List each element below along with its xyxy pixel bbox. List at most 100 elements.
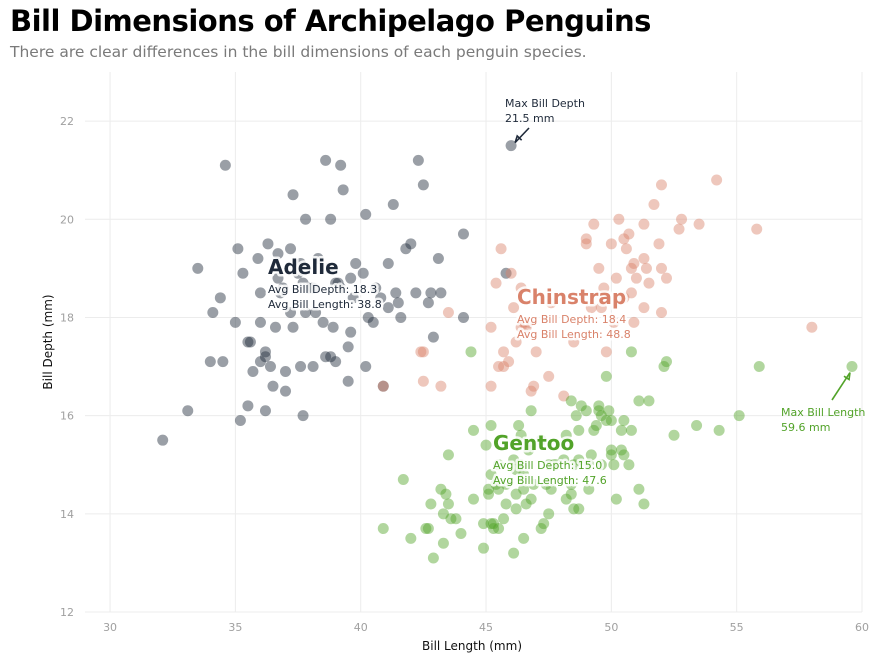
point-chinstrap [711,174,723,186]
point-chinstrap [417,346,429,358]
point-adelie [325,213,337,225]
points-layer [157,140,858,564]
x-axis-label: Bill Length (mm) [422,639,522,653]
x-tick-label: 35 [228,621,242,634]
point-gentoo [560,493,572,505]
x-tick-label: 55 [730,621,744,634]
point-adelie [345,272,357,284]
svg-text:Avg Bill Length: 47.6: Avg Bill Length: 47.6 [493,474,607,487]
annotation-line-2: 59.6 mm [781,421,830,434]
point-adelie [360,208,372,220]
point-adelie [392,297,404,309]
point-gentoo [525,405,537,417]
point-adelie [277,282,289,294]
svg-text:Gentoo: Gentoo [493,431,574,455]
point-chinstrap [595,302,607,314]
point-gentoo [437,537,449,549]
point-chinstrap [640,262,652,274]
point-gentoo [545,483,557,495]
svg-text:Avg Bill Length: 38.8: Avg Bill Length: 38.8 [268,298,382,311]
point-adelie [242,400,254,412]
point-gentoo [488,518,500,530]
point-gentoo [480,439,492,451]
point-adelie [297,410,309,422]
point-gentoo [405,532,417,544]
point-chinstrap [653,238,665,250]
point-gentoo [485,419,497,431]
point-adelie [259,346,271,358]
point-chinstrap [490,277,502,289]
point-gentoo [485,469,497,481]
point-gentoo [485,518,497,530]
point-chinstrap [625,287,637,299]
point-adelie [345,326,357,338]
svg-text:Gentoo: Gentoo [493,431,574,455]
point-chinstrap [588,218,600,230]
point-gentoo [535,523,547,535]
arrow-head [514,134,523,143]
point-adelie [342,375,354,387]
point-adelie [285,307,297,319]
point-gentoo [510,464,522,476]
point-adelie [229,316,241,328]
point-gentoo [573,454,585,466]
point-adelie [295,257,307,269]
point-adelie [252,253,264,265]
point-gentoo [468,493,479,505]
point-gentoo [733,410,745,422]
annotation-line-1: Max Bill Length [781,406,865,419]
point-chinstrap [593,262,605,274]
point-gentoo [753,361,765,373]
point-gentoo [445,513,457,525]
point-chinstrap [693,218,705,230]
point-gentoo [600,370,612,382]
point-gentoo [493,483,505,495]
point-adelie [234,415,246,427]
point-gentoo [643,395,655,407]
point-gentoo [585,449,597,461]
point-chinstrap [377,380,389,392]
point-gentoo [633,395,645,407]
point-adelie [377,380,389,392]
svg-text:Avg Bill Depth: 15.0: Avg Bill Depth: 15.0 [493,459,602,472]
point-chinstrap [676,213,688,225]
point-adelie [302,282,314,294]
point-gentoo [518,532,530,544]
point-gentoo [625,346,637,358]
point-chinstrap [638,253,650,265]
point-chinstrap [495,243,507,255]
point-chinstrap [515,321,527,333]
svg-text:Avg Bill Length: 38.8: Avg Bill Length: 38.8 [268,298,382,311]
point-chinstrap [638,302,650,314]
point-chinstrap [625,262,637,274]
point-gentoo [493,523,505,535]
point-gentoo [713,424,725,436]
point-gentoo [478,518,490,530]
point-adelie [262,238,274,250]
point-chinstrap [600,346,612,358]
point-chinstrap [523,316,535,328]
point-adelie [297,277,309,289]
point-gentoo [618,449,630,461]
y-tick-label: 18 [60,311,74,324]
point-chinstrap [543,370,555,382]
point-chinstrap [618,233,630,245]
point-chinstrap [613,213,625,225]
point-adelie [410,287,422,299]
point-adelie [320,351,332,363]
point-chinstrap [628,316,640,328]
point-adelie [422,297,434,309]
point-adelie [157,434,169,446]
point-adelie [217,356,229,368]
y-tick-label: 22 [60,115,74,128]
point-gentoo [508,547,520,559]
point-chinstrap [568,336,580,348]
point-gentoo [518,469,530,481]
point-adelie [182,405,194,417]
annotation-arrow [831,372,851,401]
